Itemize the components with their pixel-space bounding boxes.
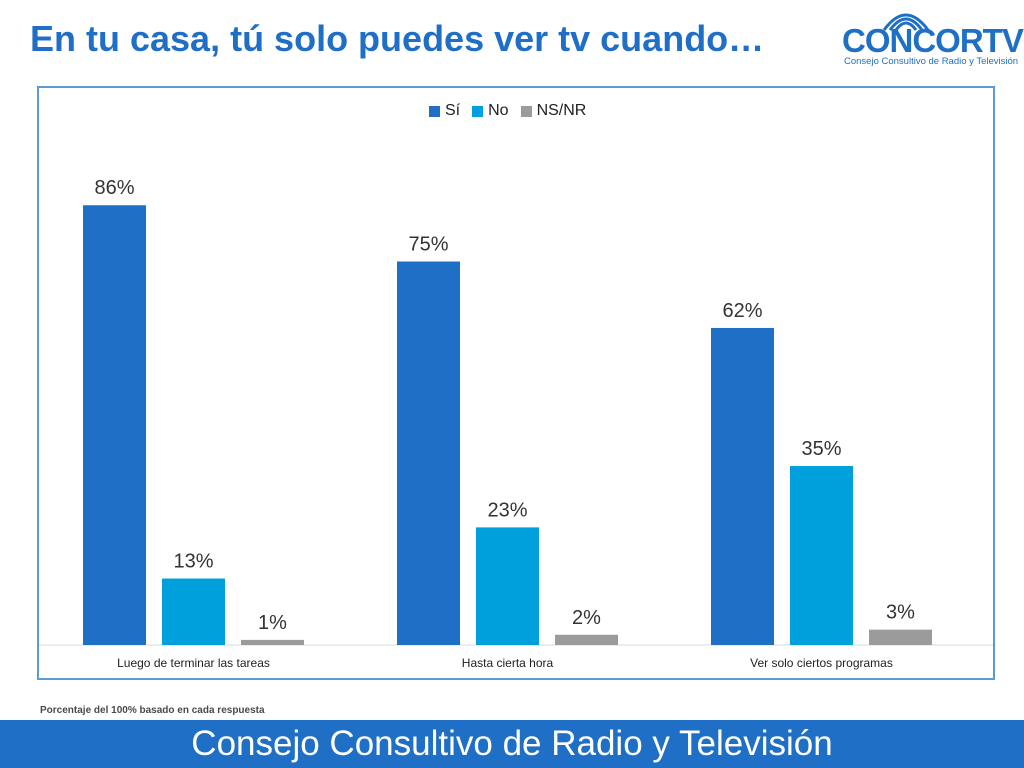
footer-text: Consejo Consultivo de Radio y Televisión <box>191 724 833 763</box>
data-label-si-1: 75% <box>408 233 448 255</box>
footnote: Porcentaje del 100% basado en cada respu… <box>40 705 265 716</box>
bar-no-1 <box>476 527 539 645</box>
page-title: En tu casa, tú solo puedes ver tv cuando… <box>30 18 765 59</box>
logo-name: CONCORTV <box>842 22 1024 59</box>
bar-nsnr-0 <box>241 639 304 645</box>
category-label-1: Hasta cierta hora <box>462 656 554 670</box>
footer-bar: Consejo Consultivo de Radio y Televisión <box>0 720 1024 768</box>
data-label-si-2: 62% <box>722 300 762 322</box>
data-label-si-0: 86% <box>94 177 134 199</box>
bar-nsnr-1 <box>555 634 618 645</box>
bar-nsnr-2 <box>869 629 932 645</box>
bar-si-1 <box>397 261 460 645</box>
legend-label-nsnr: NS/NR <box>536 102 587 119</box>
bar-no-2 <box>790 466 853 645</box>
legend-swatch-no <box>472 105 484 117</box>
chart-frame: Sí No NS/NR 86% 13% 1% Luego de terminar la… <box>37 86 995 680</box>
concortv-logo: CONCORTV Consejo Consultivo de Radio y T… <box>840 2 1024 72</box>
data-label-nsnr-1: 2% <box>572 607 601 629</box>
data-label-no-0: 13% <box>173 551 213 573</box>
bar-si-0 <box>83 205 146 645</box>
data-label-nsnr-0: 1% <box>258 612 287 634</box>
legend-swatch-nsnr <box>520 105 532 117</box>
logo-subtitle: Consejo Consultivo de Radio y Televisión <box>844 56 1019 67</box>
legend-item-no: No <box>472 102 509 120</box>
category-label-0: Luego de terminar las tareas <box>117 656 270 670</box>
category-label-2: Ver solo ciertos programas <box>750 656 893 670</box>
data-label-no-2: 35% <box>801 438 841 460</box>
data-label-no-1: 23% <box>487 499 527 521</box>
legend-item-nsnr: NS/NR <box>520 102 587 120</box>
legend-label-no: No <box>488 102 509 119</box>
data-label-nsnr-2: 3% <box>886 602 915 624</box>
legend-item-si: Sí <box>429 102 460 120</box>
bar-chart: 86% 13% 1% Luego de terminar las tareas 75% 2… <box>39 177 993 670</box>
legend-swatch-si <box>429 105 440 117</box>
bar-si-2 <box>711 327 774 645</box>
signal-waves-icon <box>882 13 930 31</box>
legend-label-si: Sí <box>445 102 461 119</box>
bar-no-0 <box>162 578 225 645</box>
chart-legend: Sí No NS/NR <box>429 102 586 120</box>
